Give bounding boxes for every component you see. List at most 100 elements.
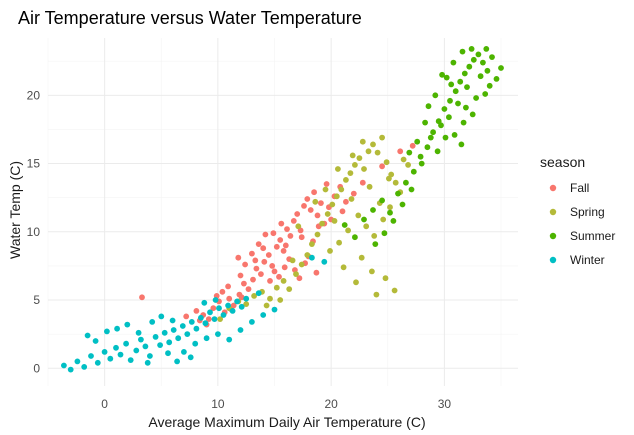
data-point xyxy=(237,327,244,333)
data-point xyxy=(284,226,290,233)
data-point xyxy=(382,275,389,282)
data-point xyxy=(166,339,173,346)
data-point xyxy=(287,233,294,239)
legend-label: Summer xyxy=(570,229,615,243)
data-point xyxy=(406,149,413,156)
data-point xyxy=(483,46,490,52)
data-point xyxy=(366,183,373,190)
data-point xyxy=(101,349,108,355)
legend-item-winter: Winter xyxy=(549,253,605,267)
data-point xyxy=(324,211,331,217)
data-point xyxy=(458,141,465,148)
data-point xyxy=(281,264,288,271)
data-point xyxy=(94,359,101,366)
y-tick-label: 20 xyxy=(27,88,41,102)
data-point xyxy=(457,78,464,85)
data-point xyxy=(361,166,367,172)
data-point xyxy=(229,308,236,314)
data-point xyxy=(104,328,110,335)
data-point xyxy=(225,283,232,290)
data-point xyxy=(427,134,434,141)
data-point xyxy=(74,358,81,365)
data-point xyxy=(215,331,221,337)
data-point xyxy=(170,327,177,333)
data-point xyxy=(293,271,299,277)
data-point xyxy=(294,211,301,217)
data-point xyxy=(314,212,321,219)
grid-layer xyxy=(47,38,518,386)
data-point xyxy=(235,254,242,261)
data-point xyxy=(340,264,347,271)
data-point xyxy=(397,148,404,155)
data-point xyxy=(405,162,411,168)
data-point xyxy=(459,48,466,55)
data-point xyxy=(220,312,227,318)
data-point xyxy=(219,288,226,295)
data-point xyxy=(267,295,273,302)
data-point xyxy=(84,332,91,339)
data-point xyxy=(286,286,293,292)
data-point xyxy=(390,218,397,224)
data-point xyxy=(144,359,151,366)
data-point xyxy=(61,362,67,369)
data-point xyxy=(318,200,324,207)
data-point xyxy=(179,323,186,329)
data-point xyxy=(321,258,328,265)
data-point xyxy=(498,65,504,71)
data-point xyxy=(267,278,273,284)
data-point xyxy=(365,148,372,155)
data-point xyxy=(468,46,475,52)
legend-item-fall: Fall xyxy=(549,181,589,195)
data-point xyxy=(410,168,417,175)
data-point xyxy=(263,302,270,309)
data-point xyxy=(463,104,469,111)
data-point xyxy=(387,204,393,211)
data-point xyxy=(217,316,224,322)
legend-label: Spring xyxy=(570,205,605,219)
x-tick-label: 30 xyxy=(438,397,452,411)
data-point xyxy=(193,308,200,314)
data-point xyxy=(181,349,187,355)
data-point xyxy=(169,317,176,324)
data-point xyxy=(242,261,249,268)
data-point xyxy=(327,248,333,254)
data-point xyxy=(343,177,349,183)
y-tick-label: 0 xyxy=(33,361,40,375)
data-point xyxy=(442,134,449,141)
data-point xyxy=(265,252,272,258)
data-point xyxy=(470,56,477,63)
data-point xyxy=(464,84,470,90)
data-point xyxy=(262,231,269,238)
x-axis-title: Average Maximum Daily Air Temperature (C… xyxy=(148,414,425,430)
data-point xyxy=(418,160,425,167)
data-point xyxy=(379,197,385,204)
data-point xyxy=(311,189,317,196)
data-point xyxy=(348,196,355,202)
data-point xyxy=(147,353,153,359)
data-point xyxy=(461,70,468,77)
data-point xyxy=(251,293,257,299)
legend-title: season xyxy=(540,154,585,170)
data-point xyxy=(226,336,233,343)
legend-swatch xyxy=(549,208,557,216)
data-point xyxy=(188,319,195,325)
chart-title: Air Temperature versus Water Temperature xyxy=(18,8,362,28)
data-point xyxy=(165,350,171,357)
data-point xyxy=(370,207,376,213)
data-point xyxy=(395,190,401,197)
data-point xyxy=(450,59,457,66)
data-point xyxy=(309,241,315,248)
data-point xyxy=(277,237,284,243)
data-point xyxy=(211,316,218,322)
data-point xyxy=(387,209,393,216)
data-point xyxy=(466,63,473,70)
data-point xyxy=(480,59,486,66)
points-layer xyxy=(61,46,504,373)
data-point xyxy=(253,265,260,272)
data-point xyxy=(226,295,233,302)
data-point xyxy=(352,234,358,241)
data-point xyxy=(149,319,156,325)
data-point xyxy=(81,364,88,370)
data-point xyxy=(408,186,415,193)
